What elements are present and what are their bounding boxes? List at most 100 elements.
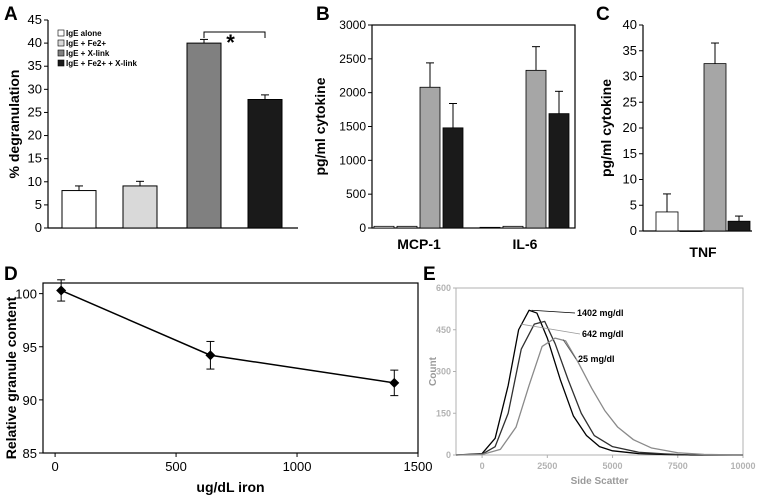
y-tick-label-c: 15 <box>623 146 637 161</box>
bar-b <box>548 113 570 229</box>
panel-label-d: D <box>4 264 18 285</box>
bar-b <box>373 225 395 229</box>
x-tick-label-d: 0 <box>51 459 58 474</box>
histogram-line-e <box>455 320 743 456</box>
y-tick-label-a: 0 <box>35 220 42 235</box>
y-tick-label-e: 0 <box>446 450 451 460</box>
bar-a <box>122 185 158 229</box>
y-tick-label-a: 10 <box>28 174 42 189</box>
annotation-label-e: 1402 mg/dl <box>577 308 624 318</box>
significance-star: * <box>226 30 235 55</box>
x-tick-label-e: 5000 <box>603 461 623 471</box>
legend-label: IgE + X-link <box>66 49 110 58</box>
y-tick-label-b: 3000 <box>339 18 366 32</box>
bar-a <box>61 190 97 229</box>
y-tick-label-b: 0 <box>359 221 366 235</box>
histogram-line-e <box>455 337 744 456</box>
y-tick-label-e: 300 <box>436 367 451 377</box>
category-label-c: TNF <box>689 244 717 260</box>
y-tick-label-b: 1000 <box>339 153 366 167</box>
panel-label-c: C <box>596 4 610 25</box>
series-line-d <box>60 289 395 384</box>
x-axis-label-e: Side Scatter <box>571 476 629 487</box>
x-tick-label-d: 500 <box>165 459 187 474</box>
y-tick-label-a: 45 <box>28 12 42 27</box>
bar-b <box>525 69 547 229</box>
y-tick-label-a: 35 <box>28 58 42 73</box>
y-axis-label-e: Count <box>428 356 439 386</box>
legend-swatch <box>57 39 65 47</box>
panel-e: E 0 150 300 450 600 0 2500 5000 7500 10000 1402 mg/… <box>423 264 756 487</box>
y-tick-label-c: 35 <box>623 43 637 58</box>
bar-c <box>655 211 679 232</box>
y-tick-label-a: 30 <box>28 81 42 96</box>
panel-label-b: B <box>316 4 330 25</box>
panel-c: C 0 5 10 15 20 25 30 35 40 TNF pg/ml cytokine <box>596 4 752 260</box>
x-tick-label-e: 0 <box>480 461 485 471</box>
y-tick-label-a: 15 <box>28 151 42 166</box>
significance-bracket <box>203 31 266 38</box>
bar-a <box>247 99 283 229</box>
y-tick-label-c: 40 <box>623 17 637 32</box>
annotation-leader-e <box>562 339 577 360</box>
y-tick-label-a: 20 <box>28 128 42 143</box>
bar-c <box>727 220 751 232</box>
y-tick-label-c: 10 <box>623 172 637 187</box>
y-tick-label-c: 30 <box>623 69 637 84</box>
panel-label-a: A <box>4 4 18 25</box>
legend-label: IgE + Fe2+ <box>66 39 106 48</box>
legend-swatch <box>57 49 65 57</box>
legend-label: IgE + Fe2+ + X-link <box>66 59 137 68</box>
category-label-b: IL-6 <box>513 236 538 252</box>
y-tick-label-e: 600 <box>436 283 451 293</box>
annotation-label-e: 642 mg/dl <box>582 329 624 339</box>
plot-frame-d <box>42 282 419 454</box>
y-axis-label-a: % degranulation <box>6 70 22 179</box>
panel-label-e: E <box>423 264 436 285</box>
legend-label: IgE alone <box>66 29 102 38</box>
bar-c <box>703 63 727 232</box>
category-label-b: MCP-1 <box>397 236 441 252</box>
y-tick-label-b: 500 <box>346 187 366 201</box>
y-tick-label-d: 90 <box>23 393 37 408</box>
annotation-leader-e <box>531 309 576 314</box>
annotation-label-e: 25 mg/dl <box>578 354 615 364</box>
y-axis-label-d: Relative granule content <box>3 296 19 459</box>
x-tick-label-e: 10000 <box>730 461 755 471</box>
y-tick-label-e: 450 <box>436 325 451 335</box>
x-axis-label-d: ug/dL iron <box>196 479 264 495</box>
x-tick-label-d: 1500 <box>404 459 433 474</box>
y-tick-label-d: 85 <box>23 446 37 461</box>
bar-b <box>502 225 524 229</box>
y-tick-label-c: 0 <box>630 223 637 238</box>
x-tick-label-e: 7500 <box>668 461 688 471</box>
bar-b <box>442 127 464 229</box>
x-tick-label-e: 2500 <box>537 461 557 471</box>
y-axis-label-b: pg/ml cytokine <box>312 77 328 175</box>
data-point-d <box>205 350 216 361</box>
y-axis-label-c: pg/ml cytokine <box>598 79 614 177</box>
legend-swatch <box>57 29 65 37</box>
bar-b <box>419 86 441 229</box>
x-tick-label-d: 1000 <box>283 459 312 474</box>
y-tick-label-a: 40 <box>28 35 42 50</box>
y-tick-label-a: 25 <box>28 104 42 119</box>
y-tick-label-b: 2000 <box>339 86 366 100</box>
bar-a <box>186 42 222 229</box>
data-point-d <box>389 377 400 388</box>
y-tick-label-b: 1500 <box>339 120 366 134</box>
histogram-line-e <box>455 309 743 456</box>
y-tick-label-c: 20 <box>623 120 637 135</box>
annotation-leader-e <box>521 323 581 335</box>
bar-b <box>479 226 501 229</box>
y-tick-label-c: 25 <box>623 94 637 109</box>
y-tick-label-a: 5 <box>35 197 42 212</box>
y-tick-label-e: 150 <box>436 408 451 418</box>
bar-b <box>396 225 418 229</box>
panel-b: B 0 500 1000 1500 2000 2500 3000 MCP-1 IL-6 pg/ml … <box>312 4 576 252</box>
y-tick-label-d: 100 <box>15 287 37 302</box>
bar-c <box>679 230 703 232</box>
